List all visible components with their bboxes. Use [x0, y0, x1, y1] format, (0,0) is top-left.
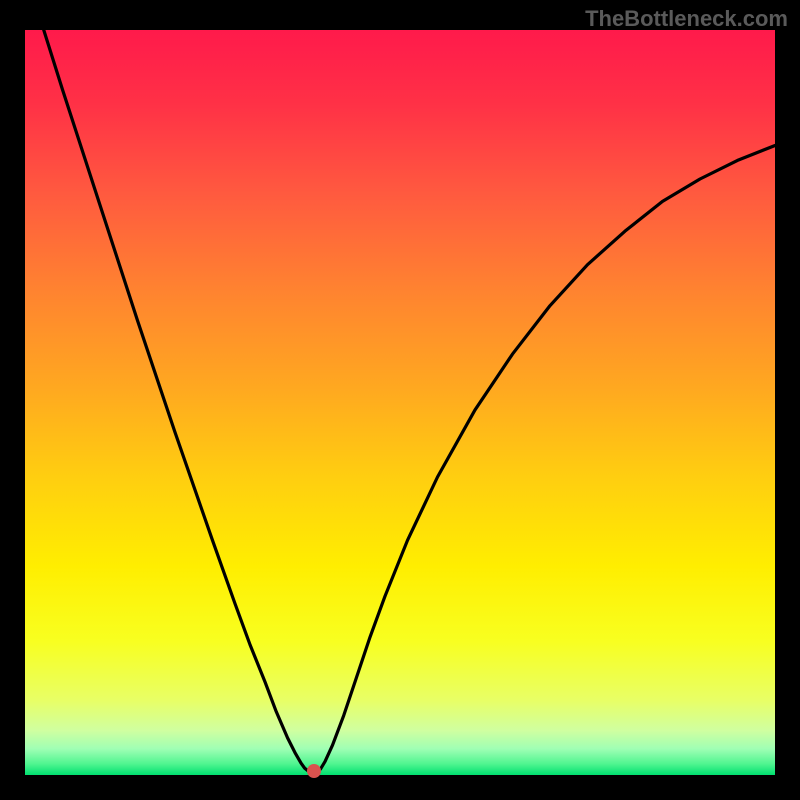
- plot-area: [25, 30, 775, 775]
- chart-container: TheBottleneck.com: [0, 0, 800, 800]
- curve-svg: [25, 30, 775, 775]
- data-marker: [307, 764, 321, 778]
- watermark-text: TheBottleneck.com: [585, 6, 788, 32]
- bottleneck-curve: [44, 30, 775, 773]
